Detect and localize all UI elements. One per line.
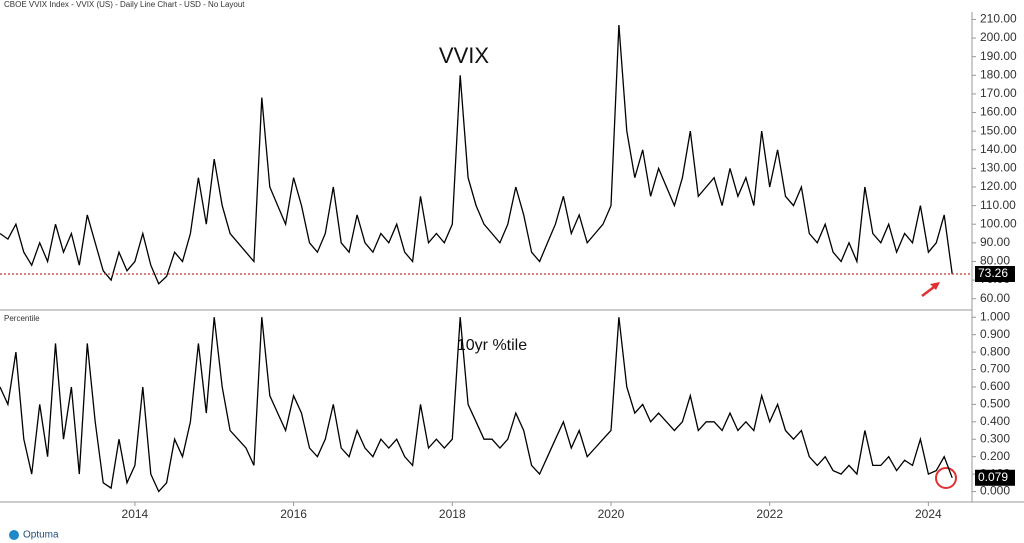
y-tick-label: 0.500: [980, 397, 1010, 411]
x-tick-label: 2014: [122, 507, 149, 521]
x-tick-label: 2022: [756, 507, 783, 521]
x-tick-label: 2018: [439, 507, 466, 521]
y-tick-label: 0.200: [980, 449, 1010, 463]
y-tick-label: 110.00: [980, 198, 1016, 212]
y-tick-label: 100.00: [980, 216, 1017, 230]
arrow-head: [930, 282, 940, 290]
x-tick-label: 2016: [280, 507, 307, 521]
last-value-label: 73.26: [978, 266, 1008, 280]
y-tick-label: 90.00: [980, 235, 1010, 249]
logo-icon: [9, 530, 19, 540]
panel-label: Percentile: [4, 314, 40, 323]
y-tick-label: 0.300: [980, 431, 1010, 445]
y-tick-label: 130.00: [980, 161, 1017, 175]
y-tick-label: 80.00: [980, 254, 1010, 268]
y-tick-label: 140.00: [980, 142, 1017, 156]
y-tick-label: 60.00: [980, 291, 1010, 305]
y-tick-label: 0.900: [980, 327, 1010, 341]
y-tick-label: 180.00: [980, 67, 1017, 81]
y-tick-label: 0.600: [980, 379, 1010, 393]
x-tick-label: 2020: [598, 507, 625, 521]
logo-text: Optuma: [23, 530, 59, 541]
chart-title: VVIX: [439, 43, 489, 68]
y-tick-label: 0.400: [980, 414, 1010, 428]
y-tick-label: 170.00: [980, 86, 1017, 100]
x-tick-label: 2024: [915, 507, 942, 521]
y-tick-label: 0.700: [980, 362, 1010, 376]
highlight-circle: [935, 467, 957, 489]
y-tick-label: 150.00: [980, 123, 1017, 137]
y-tick-label: 160.00: [980, 105, 1017, 119]
y-tick-label: 1.000: [980, 309, 1010, 323]
y-tick-label: 0.000: [980, 484, 1010, 498]
y-tick-label: 120.00: [980, 179, 1017, 193]
line: [0, 24, 953, 285]
panel-title: 10yr %tile: [457, 337, 527, 354]
last-value-badge: [975, 266, 1015, 283]
last-value-badge: [975, 469, 1015, 486]
last-value-label: 0.079: [978, 470, 1008, 484]
y-tick-label: 200.00: [980, 30, 1017, 44]
chart-header: CBOE VVIX Index - VVIX (US) - Daily Line…: [4, 0, 245, 9]
y-tick-label: 0.800: [980, 344, 1010, 358]
y-tick-label: 190.00: [980, 49, 1017, 63]
y-tick-label: 210.00: [980, 12, 1017, 26]
line: [0, 317, 953, 493]
